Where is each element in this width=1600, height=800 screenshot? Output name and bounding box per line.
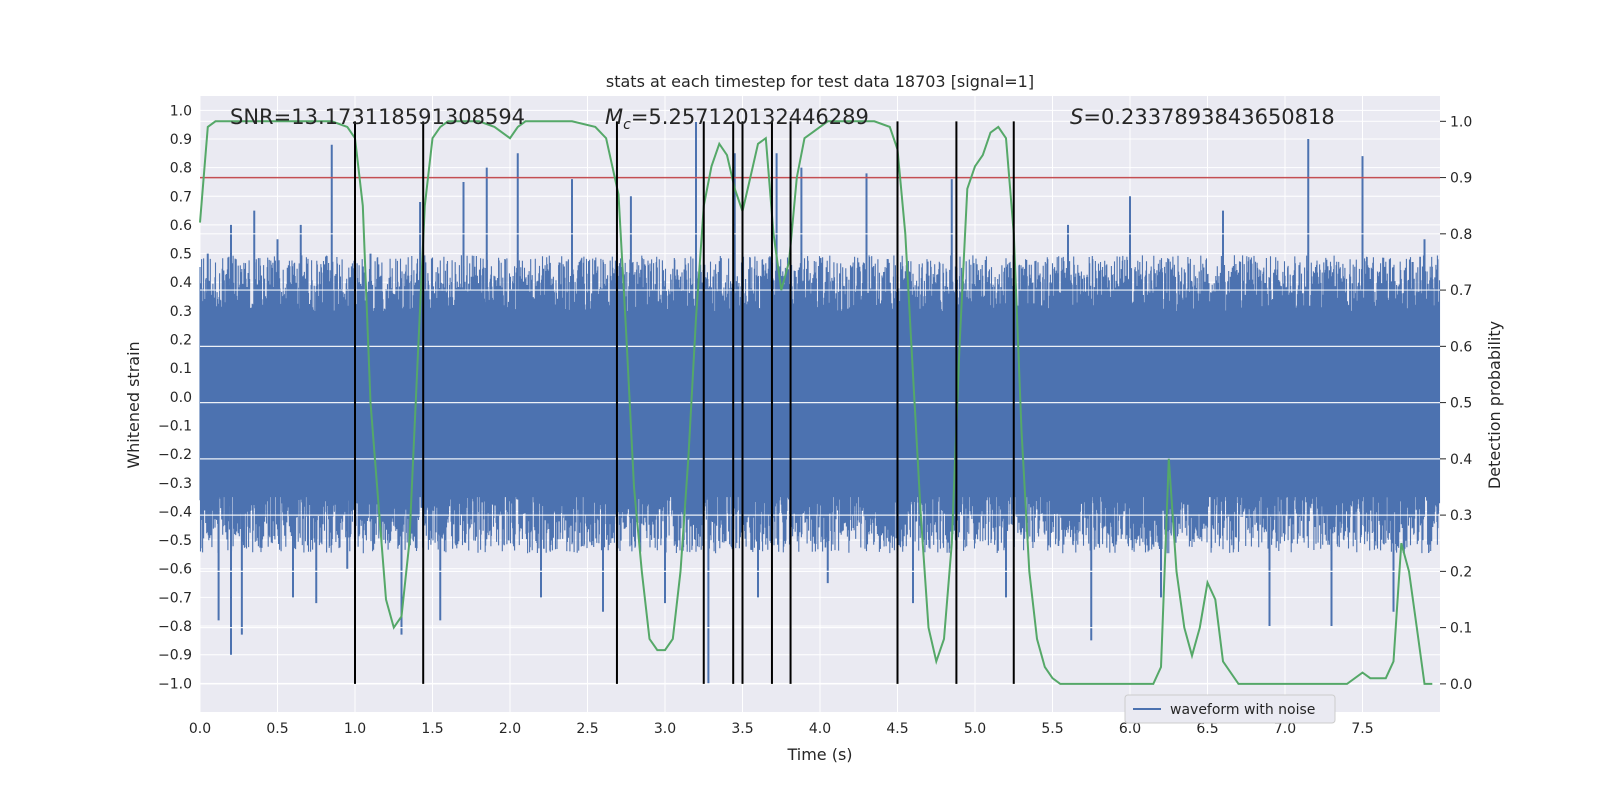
y-tick-label: 0.3 xyxy=(170,304,192,320)
y2-tick-label: 0.1 xyxy=(1450,621,1472,637)
y2-tick-label: 0.3 xyxy=(1450,508,1472,524)
y2-tick-label: 0.0 xyxy=(1450,677,1472,693)
y2-tick-label: 0.8 xyxy=(1450,227,1472,243)
y2-tick-label: 0.2 xyxy=(1450,564,1472,580)
s-symbol: S xyxy=(1070,105,1083,129)
y-tick-label: −0.3 xyxy=(158,476,192,492)
legend: waveform with noise xyxy=(1125,695,1335,723)
y2-tick-label: 0.7 xyxy=(1450,283,1472,299)
x-tick-label: 7.5 xyxy=(1351,721,1373,737)
y-tick-label: −0.7 xyxy=(158,590,192,606)
y-tick-label: 0.2 xyxy=(170,333,192,349)
y2-tick-label: 0.4 xyxy=(1450,452,1472,468)
y-tick-label: −0.1 xyxy=(158,418,192,434)
y-tick-label: −0.4 xyxy=(158,504,192,520)
y-tick-label: 0.8 xyxy=(170,161,192,177)
x-tick-label: 5.5 xyxy=(1041,721,1063,737)
x-tick-label: 2.0 xyxy=(499,721,521,737)
chirp-mass-annotation: Mc=5.257120132446289 xyxy=(605,105,869,133)
x-tick-label: 3.0 xyxy=(654,721,676,737)
x-tick-label: 1.0 xyxy=(344,721,366,737)
x-tick-label: 4.0 xyxy=(809,721,831,737)
snr-annotation: SNR=13.173118591308594 xyxy=(230,105,525,129)
y2-axis-label: Detection probability xyxy=(1485,321,1504,489)
y-tick-label: −0.8 xyxy=(158,619,192,635)
y2-tick-label: 0.6 xyxy=(1450,339,1472,355)
y2-tick-label: 1.0 xyxy=(1450,114,1472,130)
y2-ticks: 1.0 0.9 0.8 0.7 0.6 0.5 0.4 0.3 0.2 0.1 0.0 xyxy=(1440,114,1472,693)
waveform-core xyxy=(200,311,1440,497)
x-tick-label: 3.5 xyxy=(731,721,753,737)
x-tick-label: 1.5 xyxy=(421,721,443,737)
y-tick-label: −0.2 xyxy=(158,447,192,463)
y-tick-label: −0.9 xyxy=(158,648,192,664)
y-tick-label: 0.0 xyxy=(170,390,192,406)
x-tick-label: 5.0 xyxy=(964,721,986,737)
y-tick-label: −0.6 xyxy=(158,562,192,578)
y-tick-label: 0.1 xyxy=(170,361,192,377)
s-value: =0.2337893843650818 xyxy=(1083,105,1334,129)
y-tick-label: −1.0 xyxy=(158,676,192,692)
y-tick-label: 0.5 xyxy=(170,247,192,263)
y-tick-label: 0.6 xyxy=(170,218,192,234)
y-tick-label: −0.5 xyxy=(158,533,192,549)
s-annotation: S=0.2337893843650818 xyxy=(1070,105,1335,129)
chirp-mass-symbol: M xyxy=(605,105,623,129)
x-tick-label: 2.5 xyxy=(576,721,598,737)
chart-canvas: 0.0 0.5 1.0 1.5 2.0 2.5 3.0 3.5 4.0 4.5 5.0 5.5 6.0 6… xyxy=(0,0,1600,800)
x-axis-label: Time (s) xyxy=(786,745,852,764)
y-tick-label: 1.0 xyxy=(170,103,192,119)
y-axis-label: Whitened strain xyxy=(124,341,143,468)
chirp-mass-value: =5.257120132446289 xyxy=(631,105,869,129)
y-tick-label: 0.9 xyxy=(170,132,192,148)
y-tick-label: 0.4 xyxy=(170,275,192,291)
legend-label: waveform with noise xyxy=(1170,702,1315,718)
y2-tick-label: 0.5 xyxy=(1450,396,1472,412)
x-tick-label: 0.5 xyxy=(266,721,288,737)
x-tick-label: 0.0 xyxy=(189,721,211,737)
x-tick-label: 4.5 xyxy=(886,721,908,737)
y2-tick-label: 0.9 xyxy=(1450,171,1472,187)
chart-title: stats at each timestep for test data 187… xyxy=(606,72,1034,91)
y-tick-label: 0.7 xyxy=(170,189,192,205)
y-ticks: 1.0 0.9 0.8 0.7 0.6 0.5 0.4 0.3 0.2 0.1 0.0 −0.1 −0.… xyxy=(158,103,192,692)
